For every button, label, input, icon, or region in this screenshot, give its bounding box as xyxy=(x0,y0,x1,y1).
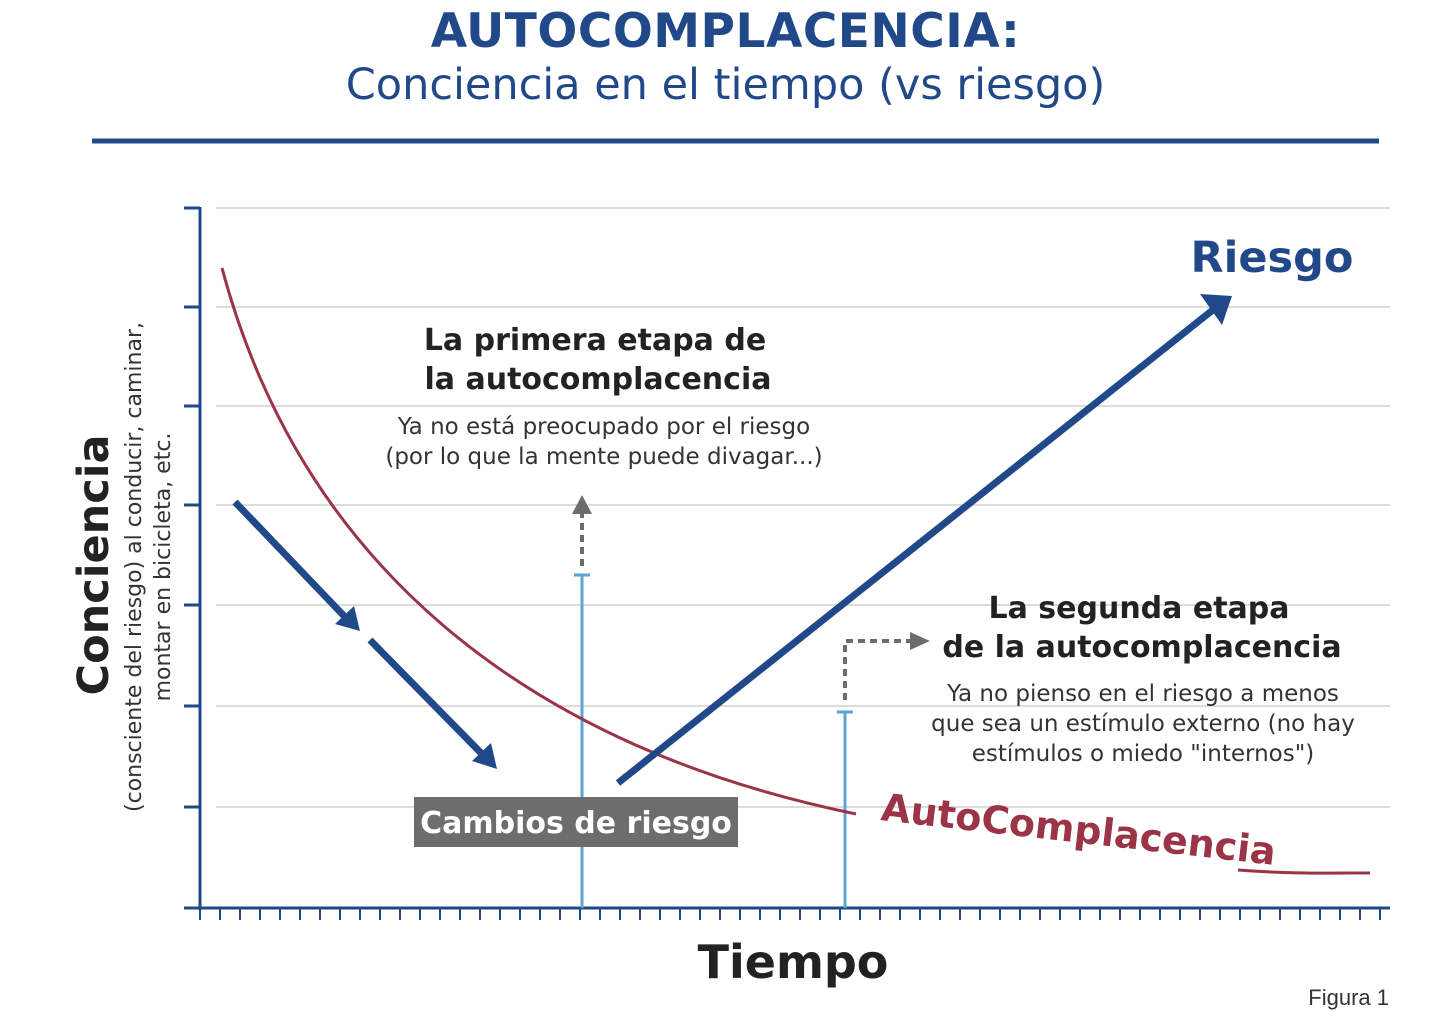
autocomplacencia-curve xyxy=(220,267,857,816)
descending-arrow-2-head xyxy=(472,743,497,769)
dashed-arrow-right xyxy=(843,639,910,700)
descending-arrow-1 xyxy=(232,499,349,621)
dashed-arrow-up-head xyxy=(572,495,592,514)
page-subtitle: Conciencia en el tiempo (vs riesgo) xyxy=(345,60,1106,110)
riesgo-arrow xyxy=(615,306,1217,786)
x-axis-ticks xyxy=(199,908,1381,920)
stage2-desc-line1: Ya no pienso en el riesgo a menos xyxy=(946,681,1339,707)
stage1-desc-line1: Ya no está preocupado por el riesgo xyxy=(397,414,810,440)
cambios-box xyxy=(414,797,738,847)
gridlines xyxy=(216,207,1390,808)
stage2-desc-line3: estímulos o miedo "internos") xyxy=(972,741,1315,767)
cambios-label: Cambios de riesgo xyxy=(420,806,732,841)
descending-arrow-2 xyxy=(367,637,486,758)
descending-arrow-1-head xyxy=(335,606,360,631)
dashed-arrows xyxy=(572,495,930,700)
stage1-desc-line2: (por lo que la mente puede divagar...) xyxy=(385,444,822,470)
dashed-arrow-right-head xyxy=(910,632,930,650)
y-axis-subtitle-line2: montar en bicicleta, etc. xyxy=(151,433,176,702)
stage1-annotation: La primera etapa de la autocomplacencia … xyxy=(385,323,822,470)
autocomplacencia-curve-tail xyxy=(1237,868,1371,875)
y-axis-subtitle-line1: (consciente del riesgo) al conducir, cam… xyxy=(122,322,147,812)
stage2-title-line1: La segunda etapa xyxy=(988,591,1289,626)
stage1-title-line1: La primera etapa de xyxy=(424,323,766,358)
riesgo-label: Riesgo xyxy=(1191,233,1354,283)
stage2-desc-line2: que sea un estímulo externo (no hay xyxy=(931,711,1355,737)
y-axis-ticks xyxy=(184,206,200,809)
descending-arrows xyxy=(232,499,497,769)
stage2-title-line2: de la autocomplacencia xyxy=(942,630,1341,665)
x-axis-title: Tiempo xyxy=(698,935,889,989)
risk-change-markers xyxy=(574,573,853,908)
page-title: AUTOCOMPLACENCIA: xyxy=(430,4,1021,59)
autocomplacencia-label: AutoComplacencia xyxy=(879,785,1278,874)
stage1-title-line2: la autocomplacencia xyxy=(425,362,772,397)
x-axis xyxy=(184,906,1390,920)
y-axis-title: Conciencia xyxy=(69,435,119,696)
y-axis xyxy=(184,206,202,910)
stage2-annotation: La segunda etapa de la autocomplacencia … xyxy=(931,591,1355,767)
riesgo-arrow-head xyxy=(1200,294,1232,325)
figure-label: Figura 1 xyxy=(1308,985,1389,1010)
